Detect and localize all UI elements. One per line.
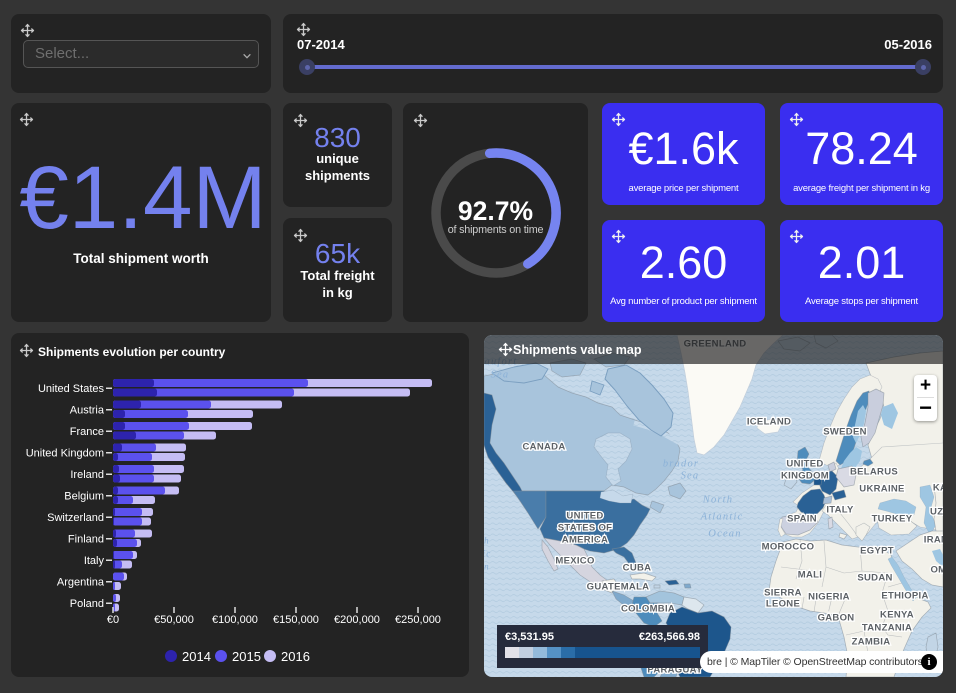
svg-text:€250,000: €250,000 — [395, 614, 441, 626]
svg-text:€100,000: €100,000 — [212, 614, 258, 626]
svg-text:2016: 2016 — [281, 649, 310, 664]
svg-text:Sea: Sea — [491, 370, 510, 381]
svg-text:brador: brador — [663, 459, 699, 470]
svg-text:GUATEMALA: GUATEMALA — [587, 582, 650, 593]
svg-text:Atlantic: Atlantic — [700, 512, 744, 523]
svg-text:KINGDOM: KINGDOM — [781, 471, 829, 482]
svg-text:ETHIOPIA: ETHIOPIA — [881, 591, 928, 602]
svg-text:STATES OF: STATES OF — [558, 523, 613, 534]
svg-text:SWEDEN: SWEDEN — [823, 427, 867, 438]
svg-text:ic: ic — [484, 549, 491, 559]
svg-text:Poland: Poland — [70, 598, 104, 610]
svg-text:Ocean: Ocean — [708, 529, 741, 540]
svg-text:OMA: OMA — [930, 565, 943, 576]
svg-text:SPAIN: SPAIN — [787, 514, 817, 525]
svg-text:2014: 2014 — [182, 649, 211, 664]
svg-text:SUDAN: SUDAN — [857, 573, 892, 584]
svg-text:GABON: GABON — [818, 613, 855, 624]
svg-text:CANADA: CANADA — [523, 442, 566, 453]
svg-text:France: France — [70, 426, 104, 438]
svg-text:MALI: MALI — [798, 570, 822, 581]
svg-text:BELARUS: BELARUS — [850, 467, 898, 478]
svg-text:€150,000: €150,000 — [273, 614, 319, 626]
svg-text:ICELAND: ICELAND — [747, 417, 791, 428]
svg-text:Austria: Austria — [70, 405, 105, 417]
svg-text:KA: KA — [933, 483, 943, 494]
svg-text:CUBA: CUBA — [623, 563, 652, 574]
svg-text:TANZANIA: TANZANIA — [862, 623, 912, 634]
svg-text:Switzerland: Switzerland — [47, 512, 104, 524]
svg-text:2015: 2015 — [232, 649, 261, 664]
svg-text:€0: €0 — [107, 614, 119, 626]
svg-text:ITALY: ITALY — [826, 505, 854, 516]
svg-text:EGYPT: EGYPT — [860, 546, 894, 557]
svg-text:UNITED: UNITED — [786, 459, 823, 470]
svg-text:TURKEY: TURKEY — [872, 514, 913, 525]
svg-text:AMERICA: AMERICA — [562, 535, 608, 546]
svg-text:COLOMBIA: COLOMBIA — [621, 604, 675, 615]
svg-text:Finland: Finland — [68, 534, 104, 546]
svg-text:UZE: UZE — [930, 507, 943, 518]
svg-text:UNITED: UNITED — [566, 511, 603, 522]
svg-text:United States: United States — [38, 383, 105, 395]
svg-text:SIERRA: SIERRA — [764, 588, 802, 599]
svg-text:LEONE: LEONE — [766, 599, 800, 610]
svg-text:h: h — [484, 536, 490, 546]
svg-text:€200,000: €200,000 — [334, 614, 380, 626]
svg-text:NIGERIA: NIGERIA — [808, 592, 850, 603]
svg-text:North: North — [702, 495, 734, 506]
svg-text:Italy: Italy — [84, 555, 105, 567]
svg-text:UKRAINE: UKRAINE — [859, 484, 904, 495]
svg-text:Argentina: Argentina — [57, 577, 105, 589]
svg-text:United Kingdom: United Kingdom — [26, 448, 104, 460]
svg-text:n: n — [484, 562, 490, 572]
svg-text:MOROCCO: MOROCCO — [762, 542, 815, 553]
svg-text:Ireland: Ireland — [70, 469, 104, 481]
svg-text:MEXICO: MEXICO — [555, 556, 594, 567]
svg-text:Sea: Sea — [681, 471, 700, 482]
svg-text:IRAN: IRAN — [924, 535, 943, 546]
svg-text:KENYA: KENYA — [880, 610, 914, 621]
svg-text:Belgium: Belgium — [64, 491, 104, 503]
svg-text:€50,000: €50,000 — [154, 614, 194, 626]
svg-text:ZAMBIA: ZAMBIA — [852, 637, 891, 648]
